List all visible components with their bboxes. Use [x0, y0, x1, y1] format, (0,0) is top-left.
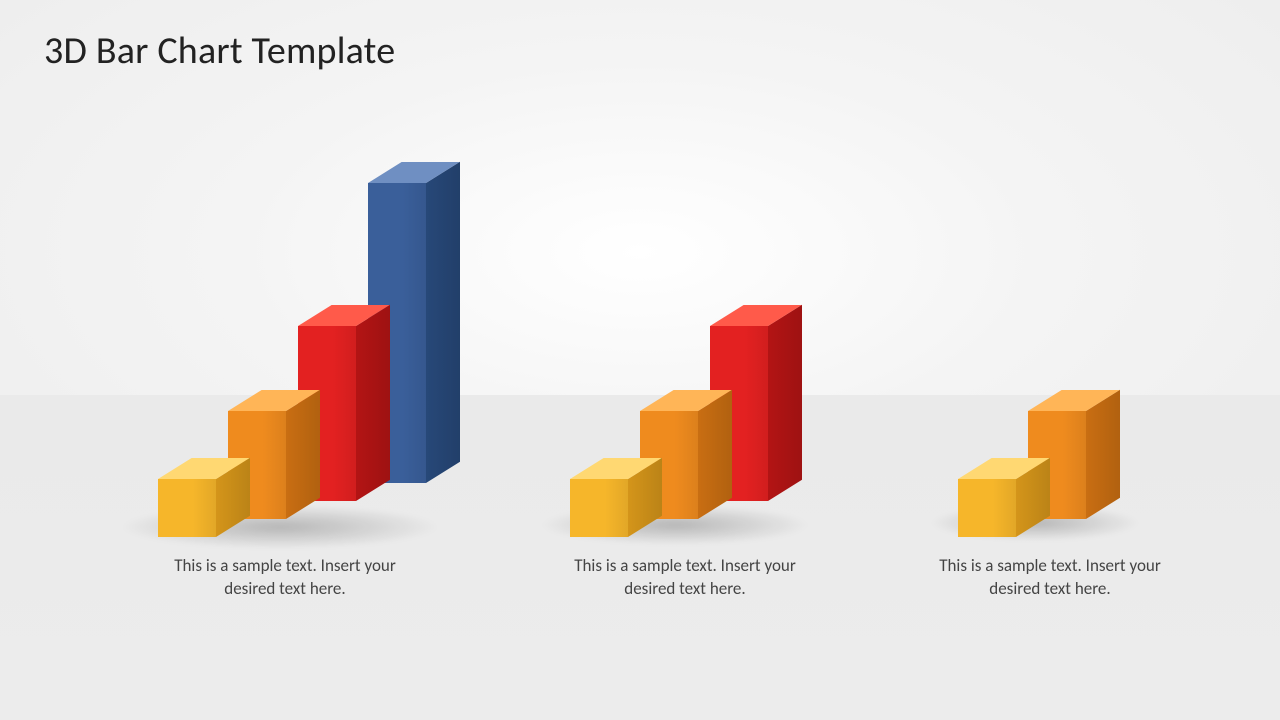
- bar-face-side: [768, 305, 802, 501]
- slide: 3D Bar Chart Template This is a sample t…: [0, 0, 1280, 720]
- bar: [158, 479, 250, 537]
- bar-group: [570, 536, 814, 537]
- bar: [958, 479, 1050, 537]
- bar: [570, 479, 662, 537]
- bar-face-side: [356, 305, 390, 501]
- bar-face-front: [158, 479, 216, 537]
- bar-face-front: [570, 479, 628, 537]
- bar-face-side: [286, 390, 320, 519]
- group-caption: This is a sample text. Insert your desir…: [920, 555, 1180, 601]
- bar-face-side: [1086, 390, 1120, 519]
- group-caption: This is a sample text. Insert your desir…: [155, 555, 415, 601]
- bar-face-side: [426, 162, 460, 483]
- bar-face-side: [698, 390, 732, 519]
- bar-group: [958, 536, 1132, 537]
- bar-group: [158, 536, 472, 537]
- group-caption: This is a sample text. Insert your desir…: [555, 555, 815, 601]
- slide-title: 3D Bar Chart Template: [44, 28, 395, 74]
- bar-face-front: [958, 479, 1016, 537]
